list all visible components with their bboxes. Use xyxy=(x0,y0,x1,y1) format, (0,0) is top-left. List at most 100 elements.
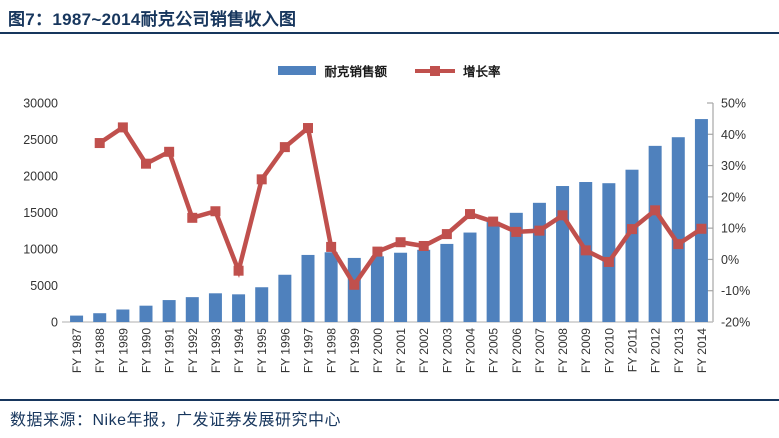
growth-marker-fy-1991 xyxy=(164,146,175,157)
x-axis-label: FY 1995 xyxy=(255,328,269,373)
right-axis-tick-label: 40% xyxy=(721,128,746,142)
left-axis-tick-label: 0 xyxy=(51,316,58,330)
right-axis-tick-label: 10% xyxy=(721,222,746,236)
legend-label-growth: 增长率 xyxy=(463,65,501,79)
bar-fy-1990 xyxy=(139,305,153,322)
x-axis-label: FY 1991 xyxy=(163,328,177,373)
right-axis-tick-label: 50% xyxy=(721,97,746,111)
bar-fy-2014 xyxy=(694,119,708,323)
left-axis-tick-label: 25000 xyxy=(23,133,58,147)
x-axis-label: FY 2003 xyxy=(440,328,454,373)
bar-fy-2012 xyxy=(648,145,662,322)
x-axis-label: FY 1993 xyxy=(209,328,223,373)
bar-fy-2003 xyxy=(440,243,454,322)
growth-marker-fy-1999 xyxy=(349,279,360,290)
growth-marker-fy-1998 xyxy=(326,241,337,252)
x-axis-label: FY 1990 xyxy=(140,328,154,373)
x-axis-label: FY 1999 xyxy=(348,328,362,373)
bar-fy-2011 xyxy=(625,169,639,322)
footer-divider xyxy=(0,399,779,401)
growth-marker-fy-2014 xyxy=(696,223,707,234)
growth-marker-fy-2012 xyxy=(650,205,661,216)
right-axis-tick-label: -10% xyxy=(721,284,750,298)
legend-item-growth: 增长率 xyxy=(415,61,501,80)
growth-marker-fy-1997 xyxy=(303,123,313,134)
growth-marker-fy-2005 xyxy=(488,216,499,227)
growth-marker-fy-2010 xyxy=(603,256,614,267)
bar-fy-1994 xyxy=(232,294,246,322)
left-axis-tick-label: 10000 xyxy=(23,243,58,257)
x-axis-label: FY 1997 xyxy=(302,328,316,373)
legend-label-sales: 耐克销售额 xyxy=(324,65,387,79)
growth-marker-fy-2006 xyxy=(511,226,522,237)
bar-fy-1995 xyxy=(255,287,269,322)
x-axis-label: FY 1992 xyxy=(186,328,200,373)
x-axis-label: FY 1994 xyxy=(232,328,246,373)
growth-marker-fy-1993 xyxy=(210,206,221,217)
left-axis-tick-label: 5000 xyxy=(30,279,58,293)
x-axis-label: FY 2007 xyxy=(533,328,547,373)
x-axis-label: FY 1996 xyxy=(278,328,292,373)
right-axis-tick-label: 0% xyxy=(721,253,739,267)
left-axis-tick-label: 15000 xyxy=(23,206,58,220)
x-axis-label: FY 2010 xyxy=(602,328,616,373)
line-series-swatch xyxy=(415,65,455,76)
bar-fy-1988 xyxy=(93,313,107,322)
x-axis-label: FY 2013 xyxy=(672,328,686,373)
title-divider xyxy=(0,32,779,34)
x-axis-label: FY 2009 xyxy=(579,328,593,373)
bar-fy-2000 xyxy=(370,256,384,322)
growth-marker-fy-1994 xyxy=(233,265,244,276)
chart-legend: 耐克销售额 增长率 xyxy=(0,61,779,80)
bar-fy-2004 xyxy=(463,232,477,322)
x-axis-label: FY 1987 xyxy=(70,328,84,373)
right-axis-tick-label: 30% xyxy=(721,159,746,173)
left-axis-tick-label: 20000 xyxy=(23,170,58,184)
x-axis-label: FY 2014 xyxy=(695,328,709,373)
x-axis-label: FY 2000 xyxy=(371,328,385,373)
bar-fy-2002 xyxy=(417,249,431,322)
bar-series-swatch xyxy=(278,66,317,75)
bar-fy-1998 xyxy=(324,252,338,322)
x-axis-label: FY 2006 xyxy=(510,328,524,373)
left-axis-tick-label: 30000 xyxy=(23,97,58,111)
right-axis-tick-label: -20% xyxy=(721,316,750,330)
plot-area: 0 5000 10000 15000 20000 25000 30000 -20% -10% 0%… xyxy=(23,97,750,374)
growth-marker-fy-1995 xyxy=(256,174,267,185)
growth-marker-fy-2004 xyxy=(465,209,475,220)
x-axis-label: FY 2004 xyxy=(464,328,478,373)
growth-marker-fy-2008 xyxy=(557,210,568,221)
bar-fy-2001 xyxy=(394,252,408,322)
bar-fy-2008 xyxy=(556,186,570,322)
bar-fy-1996 xyxy=(278,274,292,322)
legend-item-sales: 耐克销售额 xyxy=(278,61,387,80)
bar-fy-1992 xyxy=(185,297,199,322)
bar-fy-1991 xyxy=(162,300,176,322)
growth-marker-fy-2009 xyxy=(580,245,591,256)
x-axis-label: FY 2008 xyxy=(556,328,570,373)
growth-marker-fy-1992 xyxy=(187,212,198,223)
line-swatch-marker-icon xyxy=(430,65,440,76)
bar-fy-1999 xyxy=(347,257,361,322)
growth-marker-fy-2001 xyxy=(395,237,406,248)
data-source: 数据来源：Nike年报，广发证券发展研究中心 xyxy=(10,412,342,429)
x-axis-label: FY 1988 xyxy=(93,328,107,373)
bar-fy-2007 xyxy=(532,202,546,322)
x-axis-label: FY 2012 xyxy=(649,328,663,373)
right-axis-tick-label: 20% xyxy=(721,190,746,204)
x-axis-label: FY 2001 xyxy=(394,328,408,373)
growth-marker-fy-1989 xyxy=(117,122,128,133)
bar-fy-2013 xyxy=(671,137,685,322)
growth-marker-fy-2013 xyxy=(673,239,684,250)
bar-fy-2006 xyxy=(509,212,523,322)
growth-marker-fy-1996 xyxy=(279,142,290,153)
bar-fy-2005 xyxy=(486,221,500,322)
x-axis-label: FY 2011 xyxy=(626,328,640,373)
growth-marker-fy-2007 xyxy=(534,225,545,236)
x-axis-label: FY 1998 xyxy=(325,328,339,373)
bar-fy-1987 xyxy=(70,315,84,322)
bar-fy-1997 xyxy=(301,254,315,322)
bar-fy-1993 xyxy=(208,293,222,322)
figure-title: 图7：1987~2014耐克公司销售收入图 xyxy=(8,10,297,29)
